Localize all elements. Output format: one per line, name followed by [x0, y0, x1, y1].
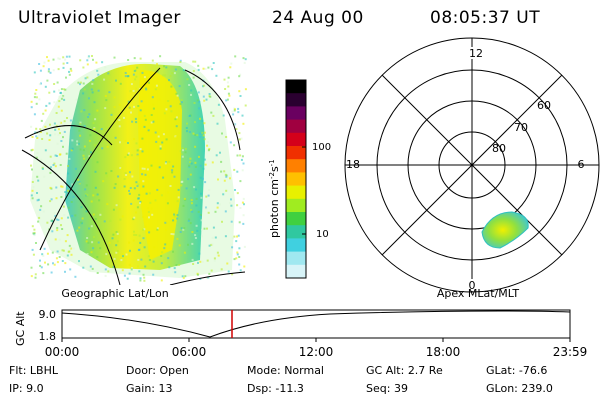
- uv-image: [21, 55, 247, 285]
- colorbar-band: [286, 198, 306, 213]
- left-panel-caption: Geographic Lat/Lon: [61, 287, 168, 300]
- lat-label-80: 80: [492, 142, 506, 155]
- time-label: 08:05:37 UT: [430, 8, 541, 28]
- colorbar-band: [286, 119, 306, 134]
- status-gain: Gain: 13: [126, 382, 173, 395]
- instrument-title: Ultraviolet Imager: [18, 8, 181, 28]
- geo-grid-line: [169, 271, 246, 285]
- timeline-ytick-top: 9.0: [39, 308, 57, 321]
- colorbar-band: [286, 132, 306, 147]
- lat-label-60: 60: [537, 99, 551, 112]
- polar-plot: 12 18 6 0 60 70 80: [344, 37, 600, 293]
- timeline-xtick: 06:00: [172, 345, 207, 359]
- colorbar-band: [286, 264, 306, 279]
- timeline-ticks: [61, 338, 571, 342]
- label-bg: [468, 47, 484, 59]
- colorbar-tick-10: 10: [316, 229, 329, 240]
- status-ip: IP: 9.0: [9, 382, 44, 395]
- status-mode: Mode: Normal: [247, 364, 324, 377]
- colorbar: [286, 80, 306, 279]
- status-gc-alt: GC Alt: 2.7 Re: [366, 364, 443, 377]
- colorbar-frame: [285, 79, 307, 279]
- colorbar-label: photon cm-2s-1: [268, 159, 281, 238]
- colorbar-tick-100: 100: [312, 142, 331, 153]
- colorbar-band: [286, 185, 306, 200]
- timeline-frame: [61, 309, 571, 339]
- altitude-curve: [61, 310, 571, 338]
- polar-panel-caption: Apex MLat/MLT: [437, 287, 520, 300]
- colorbar-band: [286, 212, 306, 226]
- colorbar-band: [286, 106, 306, 121]
- aurora-speckle: [30, 55, 247, 282]
- status-dsp: Dsp: -11.3: [247, 382, 304, 395]
- status-seq: Seq: 39: [366, 382, 408, 395]
- colorbar-band: [286, 225, 306, 239]
- colorbar-band: [286, 159, 306, 173]
- geo-grid-line: [184, 69, 241, 151]
- timeline-ytick-bottom: 1.8: [39, 330, 57, 343]
- status-door: Door: Open: [126, 364, 189, 377]
- mlt-label-12: 12: [469, 47, 483, 60]
- altitude-timeline: [61, 309, 571, 342]
- status-glat: GLat: -76.6: [486, 364, 548, 377]
- polar-diagonal: [381, 74, 563, 256]
- colorbar-band: [286, 146, 306, 160]
- mlt-label-18: 18: [346, 158, 360, 171]
- timeline-xtick: 18:00: [426, 345, 461, 359]
- colorbar-band: [286, 93, 306, 107]
- mlt-label-0: 0: [469, 279, 476, 292]
- label-bg: [466, 279, 478, 291]
- timeline-xtick: 00:00: [45, 345, 80, 359]
- colorbar-band: [286, 251, 306, 266]
- geo-grid-line: [39, 67, 161, 251]
- colorbar-band: [286, 238, 306, 253]
- colorbar-band: [286, 80, 306, 94]
- geo-grid-line: [21, 149, 121, 285]
- timeline-ylabel: GC Alt: [14, 311, 27, 346]
- date-label: 24 Aug 00: [272, 8, 364, 28]
- timeline-xtick: 12:00: [299, 345, 334, 359]
- mlt-label-6: 6: [578, 158, 585, 171]
- timeline-xtick: 23:59: [553, 345, 588, 359]
- geo-grid-line: [24, 125, 113, 146]
- status-glon: GLon: 239.0: [486, 382, 553, 395]
- lat-label-70: 70: [514, 121, 528, 134]
- colorbar-band: [286, 172, 306, 187]
- status-flt: Flt: LBHL: [9, 364, 58, 377]
- aurora-band: [65, 63, 205, 270]
- polar-aurora-blob: [481, 211, 529, 249]
